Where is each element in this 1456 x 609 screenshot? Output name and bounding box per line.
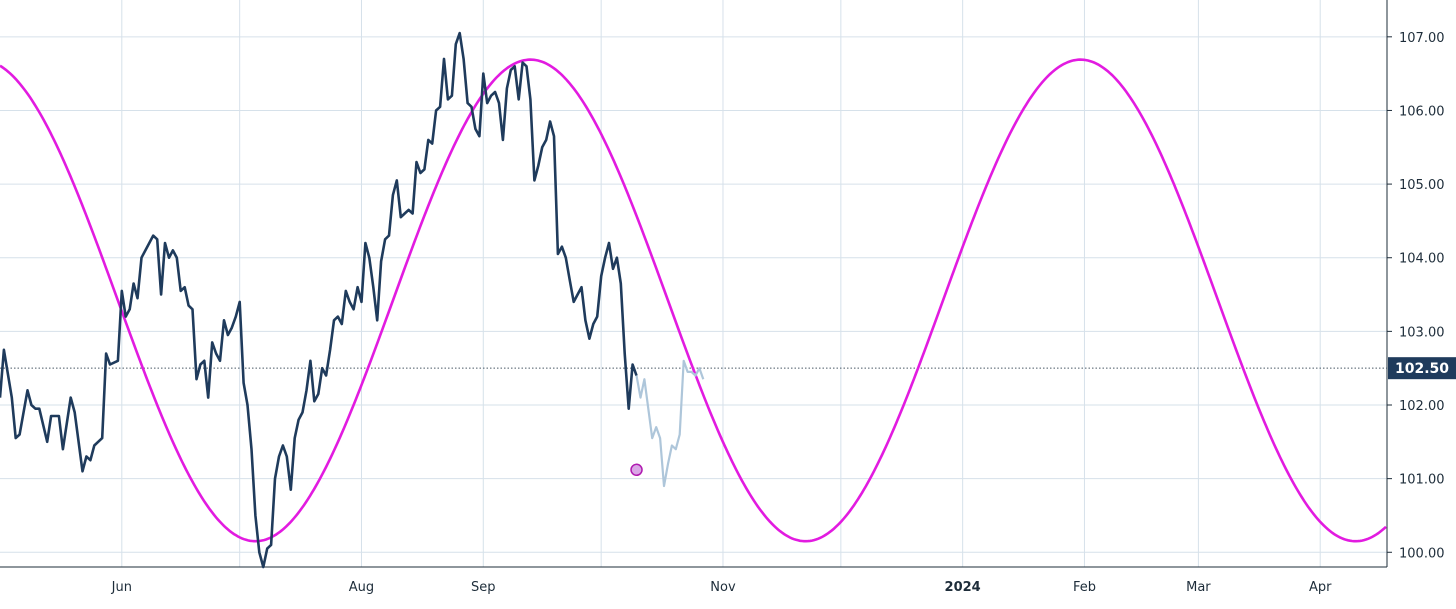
- x-tick-label: Feb: [1073, 580, 1096, 595]
- y-tick-label: 100.00: [1399, 546, 1445, 561]
- y-tick-label: 104.00: [1399, 252, 1445, 267]
- y-tick-label: 107.00: [1399, 31, 1445, 46]
- x-tick-label: 2024: [945, 580, 981, 595]
- price-badge-background: [1388, 357, 1456, 380]
- last-price-badge: 102.50: [1388, 357, 1456, 380]
- y-tick-label: 102.00: [1399, 399, 1445, 414]
- cycle-curve: [0, 58, 1387, 543]
- x-tick-label: Jun: [111, 580, 132, 595]
- x-tick-label: Apr: [1309, 580, 1332, 595]
- x-tick-label: Sep: [471, 580, 496, 595]
- price-badge-label: 102.50: [1395, 361, 1449, 377]
- y-axis-ticks: 100.00 101.00 102.00 103.00 104.00 105.00 106.…: [1387, 31, 1445, 561]
- x-tick-label: Nov: [710, 580, 736, 595]
- series: [0, 31, 1387, 569]
- y-tick-label: 105.00: [1399, 178, 1445, 193]
- grid: [0, 0, 1387, 567]
- x-tick-label: Mar: [1186, 580, 1211, 595]
- y-tick-label: 101.00: [1399, 473, 1445, 488]
- cycle-marker[interactable]: [630, 463, 643, 477]
- y-tick-label: 103.00: [1399, 325, 1445, 340]
- projection-line: [635, 359, 705, 488]
- x-tick-label: Aug: [349, 580, 374, 595]
- y-tick-label: 106.00: [1399, 104, 1445, 119]
- price-line: [0, 31, 638, 569]
- x-axis-ticks: Jun Aug Sep Nov 2024 Feb Mar Apr: [111, 580, 1332, 595]
